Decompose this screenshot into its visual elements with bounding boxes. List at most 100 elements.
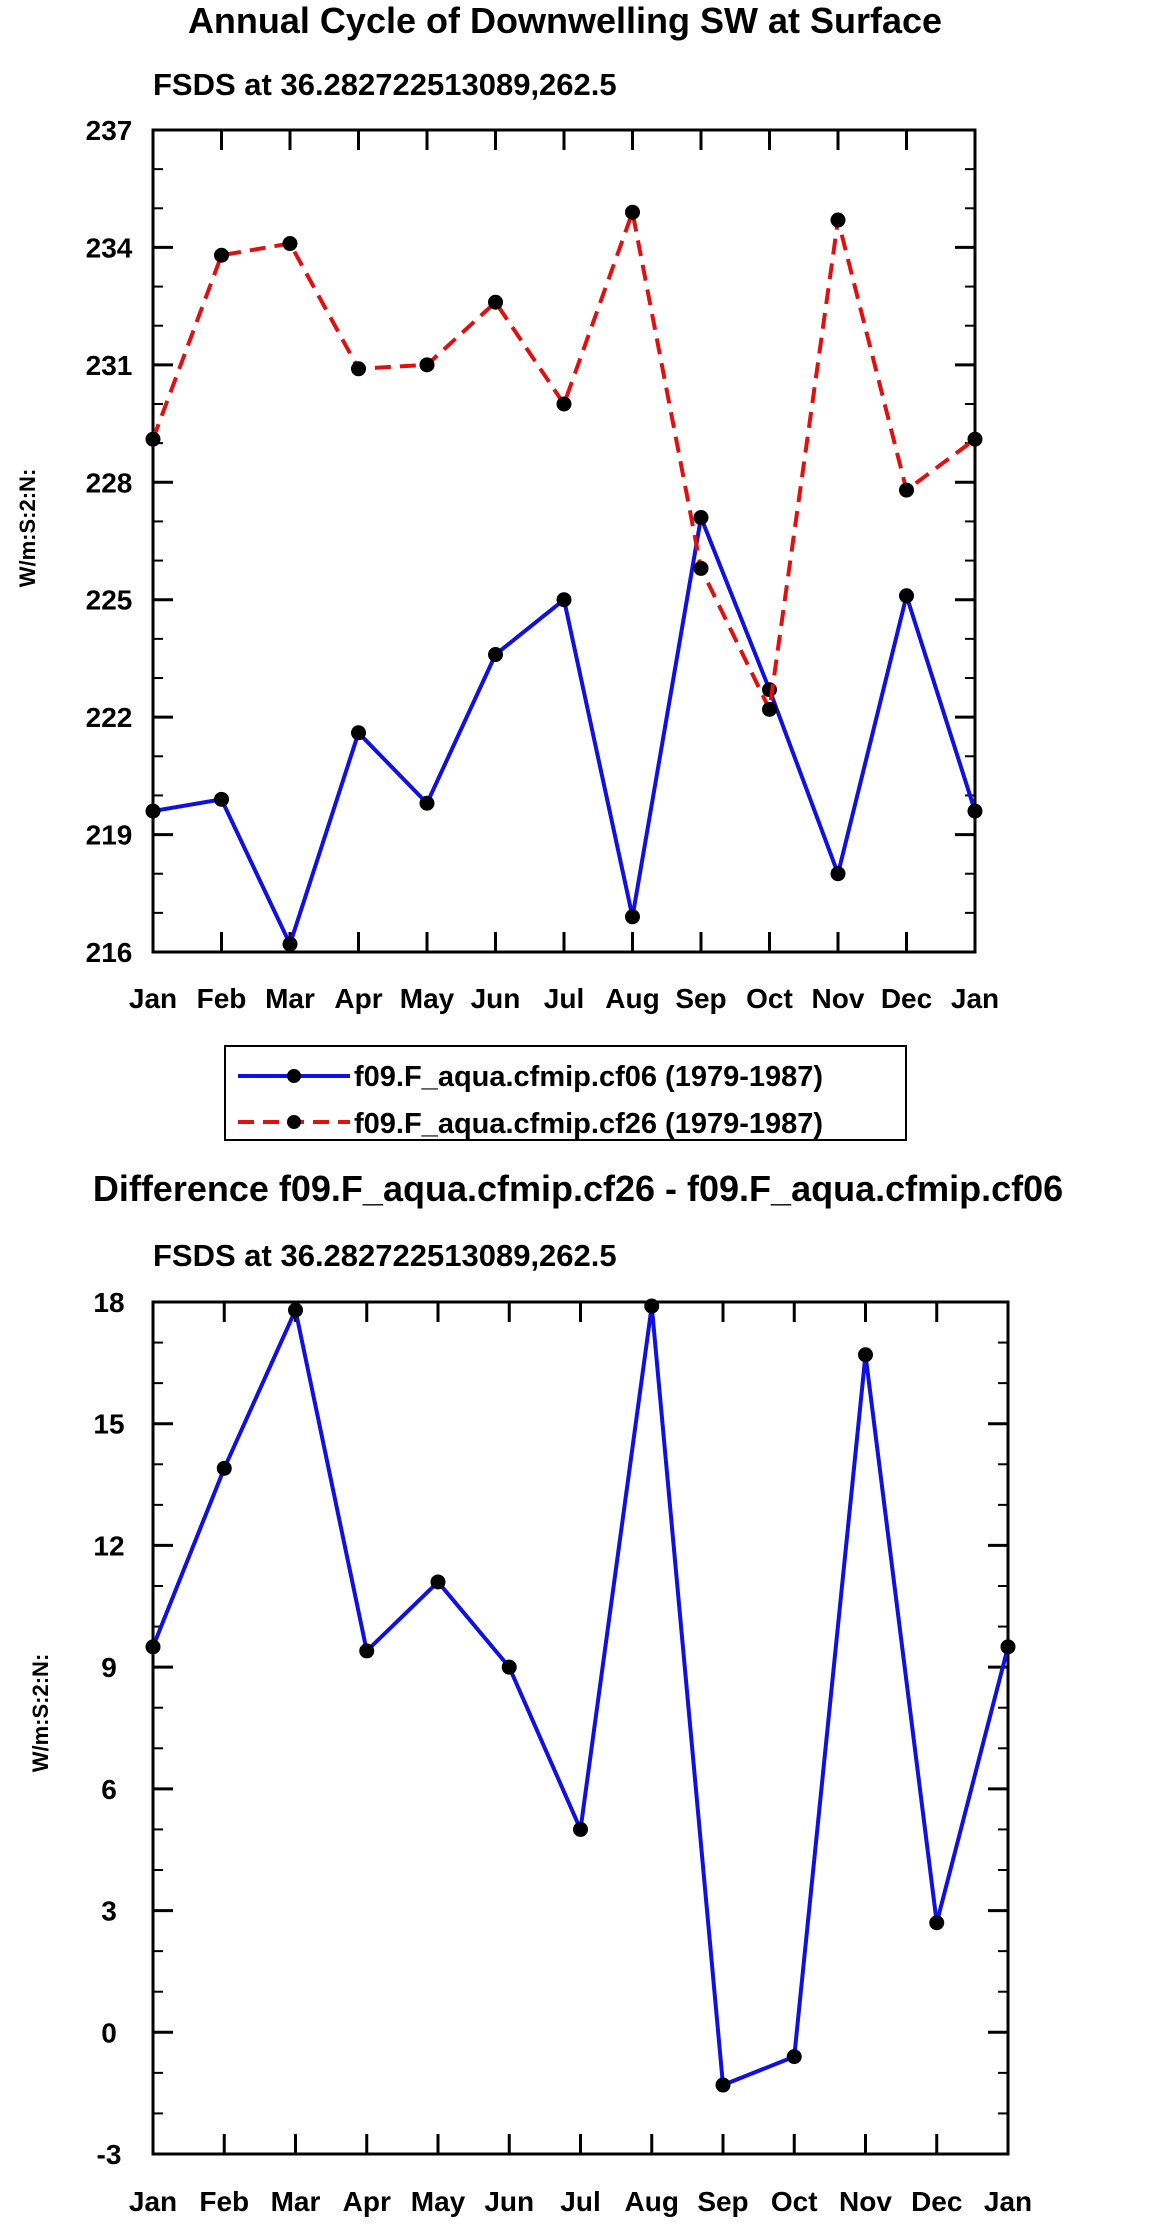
x-tick-labels: Jan Feb Mar Apr May Jun Jul Aug Sep Oct Nov Dec Jan [129,2186,1032,2217]
data-point [556,592,572,608]
x-tick-label: Oct [746,983,793,1014]
data-point [282,236,298,252]
x-tick-label: Sep [697,2186,748,2217]
data-point [351,361,366,377]
data-point [351,725,366,741]
x-tick-labels: Jan Feb Mar Apr May Jun Jul Aug Sep Oct Nov Dec Jan [129,983,999,1014]
series-line [151,1304,1010,2088]
data-point [282,936,298,952]
data-point [715,2077,731,2093]
series-group [145,204,983,952]
y-tick-labels: -3 0 3 6 9 12 15 18 [93,1287,124,2170]
x-tick-label: Sep [675,983,726,1014]
x-tick-label: Feb [197,983,247,1014]
x-tick-label: Nov [812,983,865,1014]
legend: f09.F_aqua.cfmip.cf06 (1979-1987) f09.F_… [224,1045,907,1141]
data-point [419,795,435,811]
annual-cycle-chart: Annual Cycle of Downwelling SW at Surfac… [15,0,999,1014]
data-point [556,396,572,412]
x-tick-label: Jul [544,983,584,1014]
data-point [693,510,709,526]
chart-subtitle: FSDS at 36.282722513089,262.5 [153,67,617,102]
x-tick-label: Jan [951,983,999,1014]
y-tick-label: 225 [86,585,133,616]
y-tick-label: 6 [101,1774,117,1805]
y-tick-label: 12 [93,1530,124,1561]
x-tick-label: Aug [605,983,659,1014]
data-point [488,294,503,310]
x-tick-label: Jan [129,2186,177,2217]
data-point [786,2049,802,2065]
x-tick-label: Jun [484,2186,534,2217]
chart-title: Annual Cycle of Downwelling SW at Surfac… [188,0,942,41]
y-tick-label: 0 [101,2017,117,2048]
data-point [359,1643,375,1659]
legend-box [224,1045,907,1141]
data-point [899,482,914,498]
x-tick-label: Apr [334,983,382,1014]
y-tick-label: -3 [97,2139,122,2170]
series-line [151,210,977,712]
y-axis-label: W/m:S:2:N: [15,469,40,588]
data-point [145,803,161,819]
y-tick-label: 18 [93,1287,124,1318]
data-point [899,588,914,604]
data-point [288,1302,303,1318]
data-point [830,866,846,882]
data-point [644,1298,660,1314]
chart-title: Difference f09.F_aqua.cfmip.cf26 - f09.F… [93,1168,1063,1209]
chart-subtitle: FSDS at 36.282722513089,262.5 [153,1238,617,1273]
data-point [625,909,640,925]
data-point [762,701,777,717]
x-tick-label: Apr [343,2186,391,2217]
data-point [625,204,640,220]
data-point [145,1639,161,1655]
data-point [1000,1639,1016,1655]
data-point [430,1574,446,1590]
y-tick-label: 237 [86,115,133,146]
series-group [145,1298,1016,2093]
x-tick-label: Dec [881,983,932,1014]
legend-label-cf26: f09.F_aqua.cfmip.cf26 (1979-1987) [354,1108,823,1140]
plot-frame [151,128,977,954]
x-tick-label: Oct [771,2186,818,2217]
y-tick-label: 216 [86,937,133,968]
data-point [693,560,709,576]
x-tick-label: Mar [271,2186,321,2217]
data-point [929,1915,945,1931]
data-point [488,647,503,663]
plot-frame [151,1300,1010,2156]
x-tick-label: Aug [625,2186,679,2217]
x-tick-label: Jan [129,983,177,1014]
y-tick-label: 219 [86,820,133,851]
series-line [152,515,977,947]
y-tick-label: 3 [101,1896,117,1927]
x-tick-label: Feb [199,2186,249,2217]
axis-ticks [151,1300,1010,2156]
x-tick-label: Jun [471,983,521,1014]
y-tick-labels: 216 219 222 225 228 231 234 237 [86,115,133,968]
y-tick-label: 222 [86,702,133,733]
x-tick-label: Dec [911,2186,962,2217]
legend-marker-cf26 [287,1115,301,1129]
data-point [501,1659,517,1675]
y-tick-label: 15 [93,1409,124,1440]
data-point [216,1460,232,1476]
axis-ticks [151,128,977,954]
data-point [145,431,161,447]
data-point [573,1821,588,1837]
difference-chart: Difference f09.F_aqua.cfmip.cf26 - f09.F… [28,1168,1063,2217]
y-tick-label: 9 [101,1652,117,1683]
data-point [967,803,983,819]
x-tick-label: May [400,983,455,1014]
x-tick-label: Jul [560,2186,600,2217]
x-tick-label: May [411,2186,466,2217]
data-point [858,1347,873,1363]
legend-marker-cf06 [287,1069,301,1083]
y-axis-label: W/m:S:2:N: [28,1654,53,1773]
y-tick-label: 234 [86,232,133,263]
data-point [967,431,983,447]
y-tick-label: 231 [86,350,133,381]
legend-label-cf06: f09.F_aqua.cfmip.cf06 (1979-1987) [354,1061,823,1093]
